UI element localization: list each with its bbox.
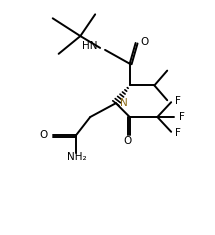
Text: HN: HN [82, 41, 97, 51]
Text: F: F [175, 96, 181, 106]
Text: F: F [175, 128, 181, 138]
Text: F: F [179, 112, 185, 122]
Text: N: N [120, 98, 127, 108]
Text: O: O [124, 136, 132, 146]
Text: NH₂: NH₂ [67, 153, 86, 162]
Text: O: O [141, 37, 149, 47]
Text: O: O [40, 130, 48, 140]
